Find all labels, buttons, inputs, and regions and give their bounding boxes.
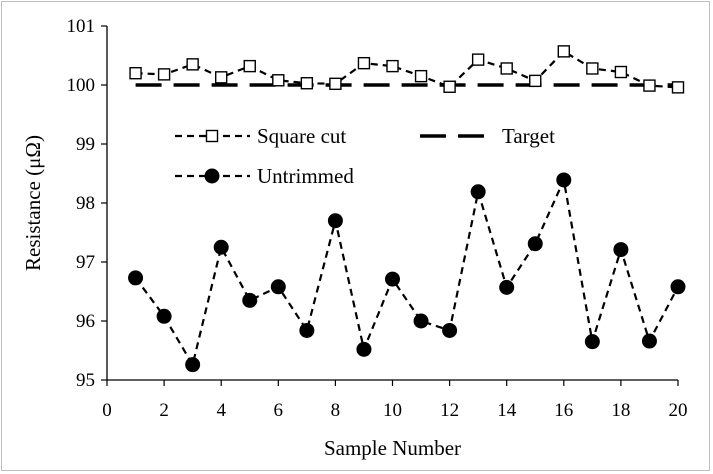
data-point-square-cut [471, 53, 485, 66]
series-line-untrimmed [134, 176, 679, 368]
data-point-square-cut [614, 65, 628, 79]
axes: 95 96 97 98 99 100 101 0 2 4 6 8 10 12 14 16 18 20 [67, 16, 688, 421]
x-tick-label: 14 [497, 400, 517, 421]
y-axis-title: Resistance (μΩ) [21, 135, 45, 271]
y-tick-label: 97 [76, 252, 95, 273]
data-point-untrimmed [242, 292, 258, 308]
y-tick-label: 96 [76, 311, 95, 332]
data-point-square-cut [300, 77, 314, 90]
data-point-untrimmed [584, 334, 600, 350]
data-point-untrimmed [442, 322, 458, 338]
data-point-square-cut [129, 66, 142, 80]
y-tick-label: 99 [76, 134, 95, 155]
data-point-square-cut [414, 69, 428, 83]
data-point-untrimmed [327, 213, 343, 229]
x-tick-label: 16 [554, 400, 573, 421]
x-tick-label: 10 [383, 400, 402, 421]
data-point-untrimmed [413, 313, 429, 329]
x-tick-label: 18 [611, 400, 630, 421]
data-point-untrimmed [499, 279, 515, 295]
series-line-square-cut [135, 50, 679, 89]
y-tick-label: 95 [76, 370, 95, 391]
y-tick-label: 100 [67, 75, 96, 96]
x-tick-label: 6 [274, 400, 284, 421]
legend-marker-untrimmed [204, 168, 220, 184]
data-point-square-cut [272, 74, 285, 87]
data-point-untrimmed [299, 322, 315, 338]
data-point-untrimmed [385, 271, 400, 287]
legend-marker-square-cut [205, 129, 219, 143]
data-point-untrimmed [128, 270, 144, 286]
data-point-square-cut [243, 59, 256, 73]
series-square-cut [129, 45, 685, 94]
data-point-square-cut [186, 58, 199, 71]
legend-entry-target: Target [420, 124, 555, 148]
data-point-untrimmed [527, 236, 543, 252]
x-tick-label: 4 [216, 400, 226, 421]
data-point-square-cut [443, 80, 456, 93]
y-tick-label: 98 [76, 193, 95, 214]
data-point-untrimmed [185, 357, 201, 373]
series-layer [128, 45, 686, 373]
data-point-square-cut [357, 56, 371, 70]
legend-label-target: Target [502, 124, 555, 148]
data-point-square-cut [643, 79, 656, 92]
data-point-untrimmed [641, 333, 657, 349]
data-point-square-cut [214, 71, 228, 84]
legend-entry-square-cut: Square cut [175, 124, 346, 148]
legend: Square cut Target Untrimmed [175, 124, 555, 188]
y-tick-label: 101 [67, 16, 96, 37]
data-point-square-cut [157, 68, 171, 81]
data-point-untrimmed [556, 172, 572, 188]
x-tick-label: 20 [669, 400, 688, 421]
data-point-untrimmed [670, 279, 686, 295]
legend-label-square-cut: Square cut [257, 124, 346, 148]
data-point-square-cut [386, 59, 399, 73]
x-tick-label: 12 [440, 400, 459, 421]
data-point-square-cut [671, 81, 685, 94]
data-point-untrimmed [156, 308, 172, 324]
data-point-untrimmed [613, 242, 629, 258]
data-point-square-cut [586, 62, 599, 75]
x-axis-title: Sample Number [324, 436, 461, 460]
x-tick-label: 2 [159, 400, 169, 421]
series-untrimmed [128, 172, 686, 373]
data-point-square-cut [500, 62, 513, 75]
data-point-untrimmed [213, 239, 229, 255]
legend-entry-untrimmed: Untrimmed [175, 164, 354, 188]
x-tick-label: 8 [331, 400, 341, 421]
data-point-untrimmed [470, 184, 486, 200]
data-point-untrimmed [356, 341, 372, 357]
legend-label-untrimmed: Untrimmed [257, 164, 354, 188]
data-point-square-cut [329, 77, 342, 91]
data-point-square-cut [557, 45, 570, 58]
x-tick-label: 0 [102, 400, 112, 421]
data-point-untrimmed [270, 279, 286, 295]
data-point-square-cut [529, 74, 542, 88]
